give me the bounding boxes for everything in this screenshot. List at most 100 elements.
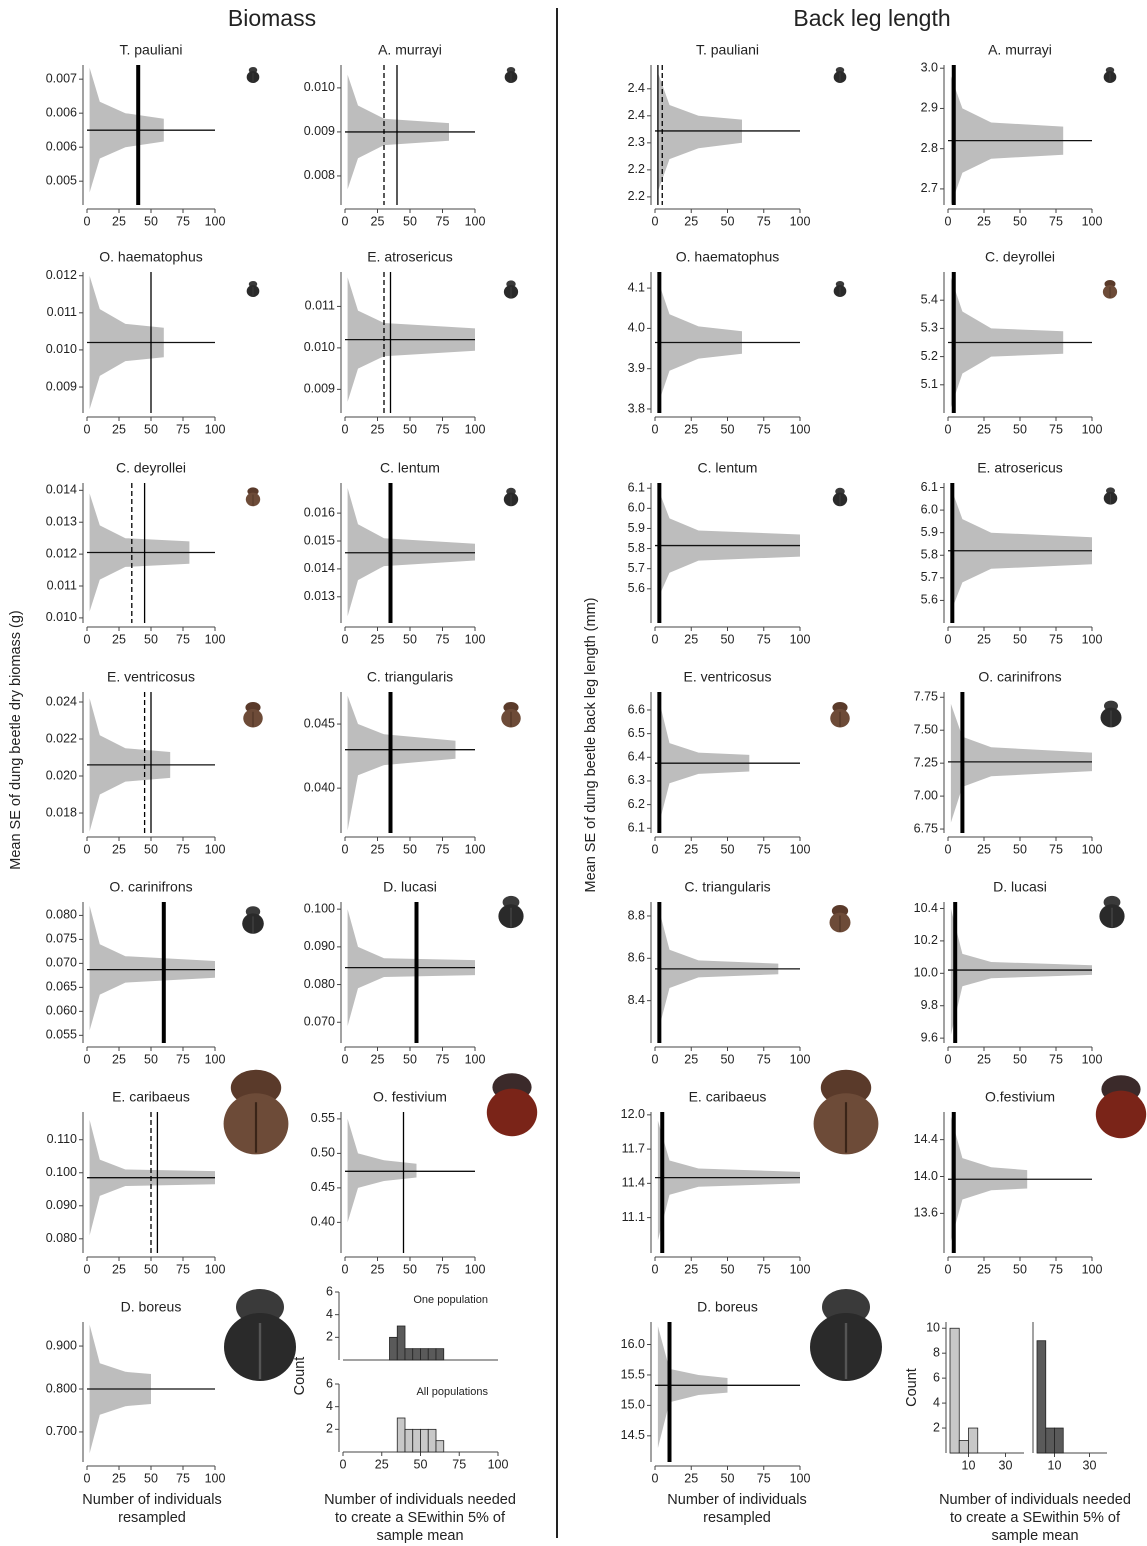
panel-title: D. boreus: [697, 1299, 758, 1315]
x-tick-label: 25: [977, 842, 991, 856]
y-tick-label: 8.4: [628, 993, 645, 1007]
y-tick-label: 4: [933, 1395, 940, 1409]
x-tick-label: 25: [371, 632, 385, 646]
y-tick-label: 2.2: [628, 162, 645, 176]
x-tick-label: 50: [1013, 422, 1027, 436]
y-axis-label: Mean SE of dung beetle dry biomass (g): [8, 610, 24, 870]
x-tick-label: 50: [403, 214, 417, 228]
x-axis-label: sample mean: [376, 1528, 463, 1544]
y-axis-label: Mean SE of dung beetle back leg length (…: [583, 598, 599, 893]
x-tick-label: 50: [403, 1052, 417, 1066]
x-tick-label: 25: [684, 1052, 698, 1066]
y-tick-label: 6.1: [921, 480, 938, 494]
y-tick-label: 2.7: [921, 181, 938, 195]
y-tick-label: 3.8: [628, 401, 645, 415]
y-tick-label: 7.00: [914, 788, 938, 802]
se-band: [950, 703, 1092, 823]
y-tick-label: 8: [933, 1345, 940, 1359]
x-tick-label: 100: [790, 1262, 811, 1276]
x-tick-label: 100: [465, 1262, 486, 1276]
x-tick-label: 100: [205, 1262, 226, 1276]
x-tick-label: 100: [1082, 214, 1103, 228]
hist-bar: [435, 1348, 445, 1361]
y-tick-label: 6: [326, 1284, 333, 1298]
x-tick-label: 25: [371, 1052, 385, 1066]
se-band: [657, 72, 742, 192]
panel-title: O. carinifrons: [978, 669, 1061, 685]
panel-title: D. lucasi: [383, 879, 437, 895]
x-tick-label: 50: [414, 1457, 428, 1471]
x-tick-label: 0: [342, 842, 349, 856]
y-tick-label: 0.018: [46, 805, 77, 819]
x-axis-label: resampled: [703, 1510, 771, 1526]
x-tick-label: 75: [176, 842, 190, 856]
x-tick-label: 100: [205, 214, 226, 228]
x-tick-label: 0: [84, 422, 91, 436]
y-tick-label: 6.0: [921, 502, 938, 516]
panel-title: E. atrosericus: [977, 460, 1063, 476]
y-tick-label: 0.009: [304, 124, 335, 138]
y-tick-label: 10.0: [914, 966, 938, 980]
x-tick-label: 50: [1013, 632, 1027, 646]
y-tick-label: 0.005: [46, 173, 77, 187]
x-tick-label: 100: [465, 842, 486, 856]
x-tick-label: 0: [652, 1052, 659, 1066]
panel-title: C. lentum: [380, 460, 440, 476]
x-tick-label: 75: [757, 842, 771, 856]
y-tick-label: 9.8: [921, 998, 938, 1012]
y-tick-label: 0.40: [311, 1215, 335, 1229]
y-tick-label: 0.011: [47, 305, 77, 319]
x-tick-label: 25: [977, 632, 991, 646]
y-tick-label: 0.040: [304, 780, 335, 794]
hist-bar: [404, 1428, 414, 1453]
x-tick-label: 100: [790, 1471, 811, 1485]
hist-bar: [420, 1348, 429, 1361]
x-tick-label: 75: [1049, 1052, 1063, 1066]
panel-title: O. carinifrons: [109, 879, 192, 895]
y-tick-label: 0.013: [46, 515, 77, 529]
y-tick-label: 0.009: [304, 382, 335, 396]
x-tick-label: 50: [144, 214, 158, 228]
panel-title: One population: [413, 1294, 488, 1306]
y-tick-label: 0.009: [46, 379, 77, 393]
panel-title: O. festivium: [373, 1089, 447, 1105]
y-tick-label: 2.2: [628, 189, 645, 203]
x-tick-label: 75: [176, 1471, 190, 1485]
hist-bar: [958, 1440, 969, 1454]
y-tick-label: 0.015: [304, 533, 335, 547]
panel-title: All populations: [416, 1386, 488, 1398]
x-tick-label: 0: [84, 1471, 91, 1485]
x-tick-label: 50: [1013, 214, 1027, 228]
se-band: [657, 488, 800, 599]
x-tick-label: 25: [684, 632, 698, 646]
y-tick-label: 2: [326, 1330, 333, 1344]
y-tick-label: 0.055: [46, 1028, 77, 1042]
panel-title: D. boreus: [121, 1299, 182, 1315]
y-tick-label: 0.016: [304, 505, 335, 519]
hist-bar: [412, 1428, 421, 1453]
y-tick-label: 2.3: [628, 135, 645, 149]
y-tick-label: 0.014: [304, 561, 335, 575]
se-band: [657, 1120, 800, 1241]
hist-bar: [435, 1440, 445, 1453]
x-tick-label: 0: [652, 1471, 659, 1485]
x-tick-label: 50: [144, 632, 158, 646]
x-tick-label: 25: [112, 842, 126, 856]
x-tick-label: 75: [757, 1471, 771, 1485]
group-title: Back leg length: [793, 5, 950, 31]
x-tick-label: 100: [1082, 422, 1103, 436]
panel-title: C. triangularis: [684, 879, 770, 895]
x-tick-label: 25: [371, 1262, 385, 1276]
x-tick-label: 0: [652, 1262, 659, 1276]
y-tick-label: 4.0: [628, 321, 645, 335]
panel-title: C. deyrollei: [116, 460, 186, 476]
panel-title: O.festivium: [985, 1089, 1055, 1105]
panel-title: T. pauliani: [696, 42, 759, 58]
hist-bar: [396, 1325, 406, 1361]
y-tick-label: 7.25: [914, 755, 938, 769]
hist-bar: [1045, 1427, 1055, 1454]
y-tick-label: 0.013: [304, 589, 335, 603]
x-tick-label: 25: [684, 1262, 698, 1276]
